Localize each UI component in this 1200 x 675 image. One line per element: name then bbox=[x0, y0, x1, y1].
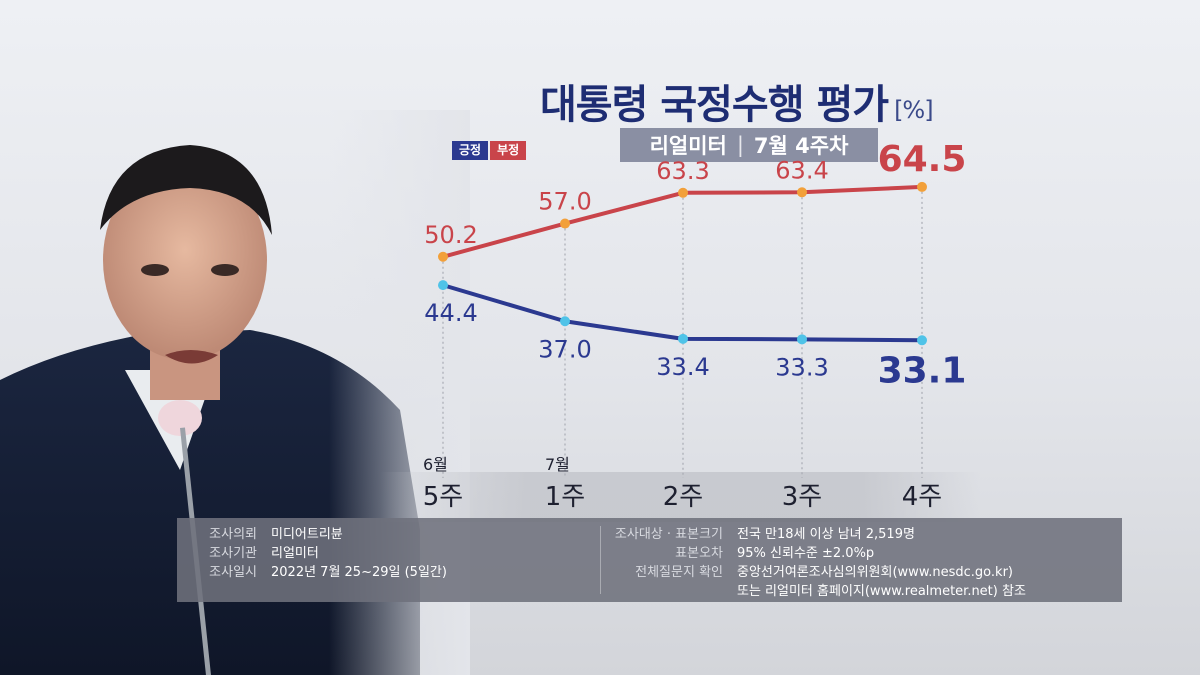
data-point bbox=[678, 187, 688, 198]
chart-title-text: 대통령 국정수행 평가 bbox=[540, 82, 889, 128]
data-point bbox=[438, 251, 448, 262]
info-key: 조사일시 bbox=[209, 565, 257, 580]
chart-title: 대통령 국정수행 평가 [%] bbox=[540, 72, 1000, 130]
info-value: 리얼미터 bbox=[271, 546, 319, 561]
data-label: 64.5 bbox=[878, 139, 967, 180]
subtitle-period: 7월 4주차 bbox=[753, 134, 849, 158]
info-row: 조사의뢰 미디어트리뷴 bbox=[177, 525, 597, 544]
data-label: 63.4 bbox=[775, 156, 828, 184]
info-value: 또는 리얼미터 홈페이지(www.realmeter.net) 참조 bbox=[737, 584, 1026, 599]
data-label: 37.0 bbox=[538, 335, 591, 363]
x-tick-label: 5주 bbox=[423, 482, 463, 512]
info-row: 전체질문지 확인 중앙선거여론조사심의위원회(www.nesdc.go.kr) bbox=[601, 563, 1121, 582]
data-label: 33.1 bbox=[878, 350, 967, 391]
subtitle-separator: | bbox=[736, 133, 744, 157]
chart-legend: 긍정 부정 bbox=[452, 141, 527, 160]
subtitle-badge: 리얼미터 | 7월 4주차 bbox=[620, 128, 878, 162]
legend-negative: 부정 bbox=[490, 141, 527, 160]
info-key: 조사대상 · 표본크기 bbox=[614, 527, 723, 542]
info-key bbox=[601, 582, 723, 601]
info-row: 조사기관 리얼미터 bbox=[177, 544, 597, 563]
data-label: 50.2 bbox=[424, 221, 477, 249]
info-value: 2022년 7월 25~29일 (5일간) bbox=[271, 565, 447, 580]
x-tick-label: 2주 bbox=[663, 482, 703, 512]
data-point bbox=[917, 335, 927, 346]
data-point bbox=[797, 334, 807, 345]
info-row: 또는 리얼미터 홈페이지(www.realmeter.net) 참조 bbox=[601, 582, 1121, 601]
survey-info-panel: 조사의뢰 미디어트리뷴 조사기관 리얼미터 조사일시 2022년 7월 25~29일 … bbox=[177, 518, 1122, 602]
data-label: 57.0 bbox=[538, 188, 591, 216]
info-key: 조사기관 bbox=[209, 546, 257, 561]
data-point bbox=[560, 316, 570, 327]
info-value: 전국 만18세 이상 남녀 2,519명 bbox=[737, 527, 915, 542]
info-value: 미디어트리뷴 bbox=[271, 527, 343, 542]
data-point bbox=[438, 280, 448, 291]
data-point bbox=[678, 333, 688, 344]
data-label: 33.3 bbox=[775, 353, 828, 381]
info-divider bbox=[600, 526, 601, 594]
legend-positive: 긍정 bbox=[452, 141, 489, 160]
info-key: 전체질문지 확인 bbox=[635, 565, 723, 580]
survey-info-right: 조사대상 · 표본크기 전국 만18세 이상 남녀 2,519명 표본오차 95% … bbox=[601, 525, 1121, 601]
info-row: 표본오차 95% 신뢰수준 ±2.0%p bbox=[601, 544, 1121, 563]
survey-info-left: 조사의뢰 미디어트리뷴 조사기관 리얼미터 조사일시 2022년 7월 25~29일 … bbox=[177, 525, 597, 582]
data-point bbox=[560, 218, 570, 229]
info-key: 조사의뢰 bbox=[209, 527, 257, 542]
info-row: 조사일시 2022년 7월 25~29일 (5일간) bbox=[177, 563, 597, 582]
chart-unit: [%] bbox=[894, 96, 934, 124]
subtitle-source: 리얼미터 bbox=[649, 134, 727, 158]
data-point bbox=[797, 187, 807, 198]
data-point bbox=[917, 181, 927, 192]
data-label: 44.4 bbox=[424, 299, 477, 327]
info-value: 중앙선거여론조사심의위원회(www.nesdc.go.kr) bbox=[737, 565, 1013, 580]
x-tick-label: 3주 bbox=[782, 482, 822, 512]
x-month-label: 7월 bbox=[545, 455, 570, 474]
data-label: 63.3 bbox=[656, 157, 709, 185]
data-label: 33.4 bbox=[656, 353, 709, 381]
x-tick-label: 1주 bbox=[545, 482, 585, 512]
info-key: 표본오차 bbox=[675, 546, 723, 561]
x-tick-label: 4주 bbox=[902, 482, 942, 512]
x-axis-band bbox=[380, 472, 980, 522]
info-row: 조사대상 · 표본크기 전국 만18세 이상 남녀 2,519명 bbox=[601, 525, 1121, 544]
x-month-label: 6월 bbox=[423, 455, 448, 474]
info-value: 95% 신뢰수준 ±2.0%p bbox=[737, 546, 875, 561]
